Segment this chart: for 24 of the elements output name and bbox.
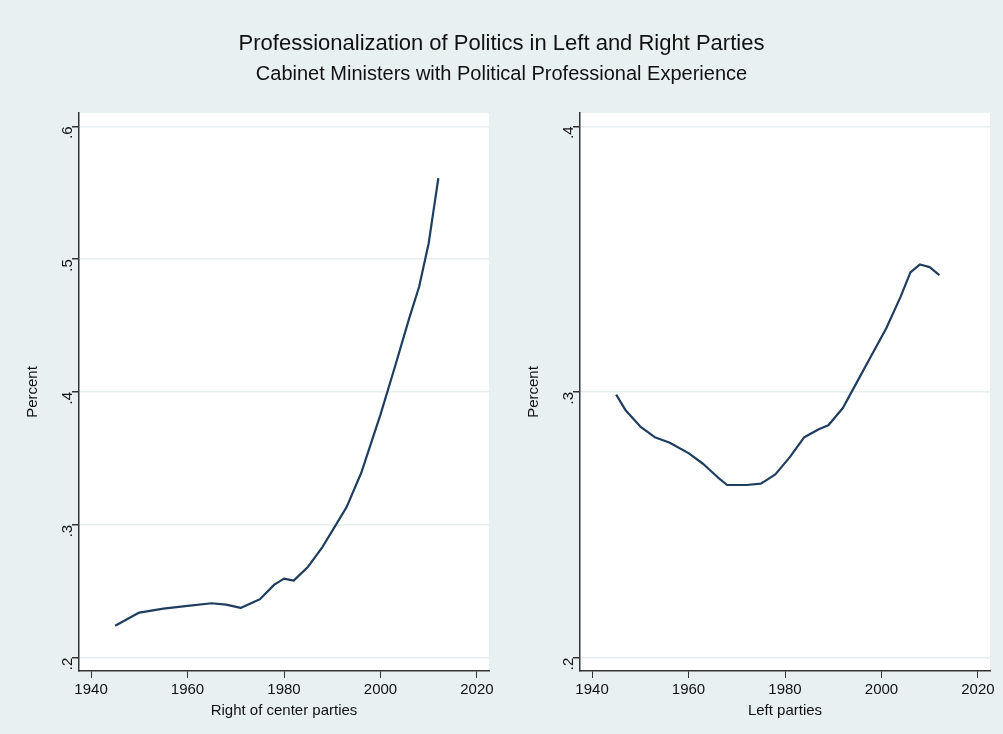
chart-title: Professionalization of Politics in Left and Right Parties [237, 29, 766, 57]
x-tick-label: 1960 [671, 680, 706, 698]
x-tick-label: 2000 [864, 680, 899, 698]
y-tick-label: .4 [559, 126, 577, 139]
x-tick-label: 1940 [575, 680, 609, 698]
y-tick-label: .2 [559, 657, 577, 671]
y-axis-title: Percent [23, 365, 41, 418]
chart-subtitle: Cabinet Ministers with Political Professional Experience [254, 61, 749, 86]
y-tick-label: .2 [58, 657, 76, 671]
x-axis-title: Right of center parties [210, 701, 358, 719]
x-tick-label: 2020 [961, 680, 995, 698]
x-tick-label: 1940 [74, 680, 108, 698]
y-tick-label: .6 [58, 126, 76, 139]
x-tick-label: 1980 [267, 680, 301, 698]
x-tick-label: 2020 [460, 680, 494, 698]
y-tick-label: .3 [58, 524, 76, 538]
x-tick-label: 1980 [768, 680, 802, 698]
y-tick-label: .4 [58, 392, 76, 405]
y-axis-title: Percent [524, 365, 542, 418]
x-tick-label: 1960 [170, 680, 205, 698]
y-tick-label: .3 [559, 392, 577, 405]
y-tick-label: .5 [58, 259, 76, 272]
x-tick-label: 2000 [363, 680, 398, 698]
x-axis-title: Left parties [747, 701, 823, 719]
